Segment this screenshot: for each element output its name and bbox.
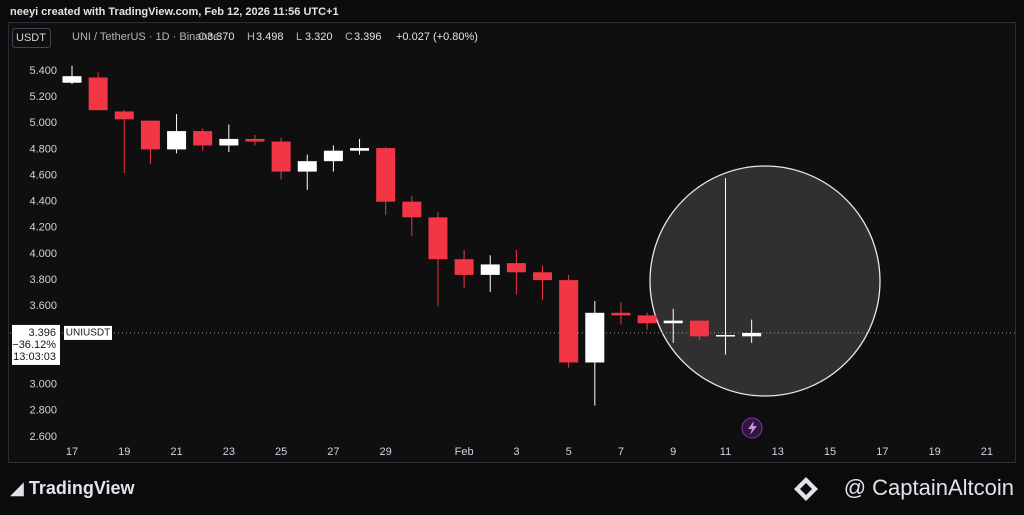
x-tick-label: 21: [170, 446, 182, 458]
candle-body: [271, 141, 291, 172]
price-change: −36.12%: [12, 339, 56, 351]
x-tick-label: 15: [824, 446, 836, 458]
x-tick-label: 7: [618, 446, 624, 458]
y-tick-label: 3.000: [29, 379, 57, 391]
y-tick-label: 5.200: [29, 91, 57, 103]
x-tick-label: 17: [66, 446, 78, 458]
symbol-info: UNI / TetherUS · 1D · Binance: [72, 31, 219, 43]
candle-body: [245, 138, 265, 142]
candle-body: [559, 280, 579, 363]
x-tick-label: 23: [223, 446, 235, 458]
candle-body: [140, 120, 160, 150]
candle-body: [323, 150, 343, 162]
brand-logo[interactable]: ◢ TradingView: [10, 478, 136, 498]
y-tick-label: 2.800: [29, 405, 57, 417]
x-tick-label: 27: [327, 446, 339, 458]
candle-body: [637, 315, 657, 324]
candle-body: [350, 148, 370, 151]
x-tick-label: 21: [981, 446, 993, 458]
y-tick-label: 5.000: [29, 117, 57, 129]
y-tick-label: 4.800: [29, 143, 57, 155]
candle-body: [114, 111, 134, 120]
candle-body: [62, 76, 82, 83]
plot: 2.6002.8003.0003.2003.4003.6003.8004.000…: [10, 65, 1015, 458]
price-label: 3.396: [28, 327, 56, 339]
legend-change: +0.027 (+0.80%): [396, 31, 478, 43]
legend-key: H: [247, 31, 255, 43]
candle-body: [193, 131, 213, 146]
legend-key: C: [345, 31, 353, 43]
x-tick-label: 19: [118, 446, 130, 458]
symbol-tag: UNIUSDT: [66, 328, 110, 339]
candle-body: [219, 138, 239, 146]
event-bolt: [748, 421, 757, 435]
x-tick-label: 25: [275, 446, 287, 458]
watermark-icon: [794, 477, 818, 501]
candle-body: [506, 263, 526, 273]
candle-body: [88, 77, 108, 111]
y-tick-label: 4.000: [29, 248, 57, 260]
x-tick-label: 13: [772, 446, 784, 458]
x-tick-label: 9: [670, 446, 676, 458]
legend-key: L: [296, 31, 302, 43]
candle-body: [428, 217, 448, 260]
currency-button[interactable]: [12, 28, 51, 48]
y-tick-label: 5.400: [29, 65, 57, 77]
candle-body: [376, 148, 396, 202]
legend-value: 3.498: [256, 31, 284, 43]
candle-body: [663, 320, 683, 324]
x-tick-label: 29: [380, 446, 392, 458]
candle-body: [689, 320, 709, 337]
legend-value: 3.370: [207, 31, 235, 43]
chart-frame: [8, 22, 1016, 463]
candle-body: [402, 201, 422, 218]
candle-body: [533, 272, 553, 281]
candle-body: [454, 259, 474, 275]
candle-body: [611, 312, 631, 316]
y-tick-label: 3.800: [29, 274, 57, 286]
brand-mark: ◢: [10, 478, 29, 498]
brand-name: TradingView: [29, 478, 136, 498]
x-tick-label: 5: [566, 446, 572, 458]
x-tick-label: 3: [513, 446, 519, 458]
x-tick-label: 19: [928, 446, 940, 458]
x-tick-label: 11: [720, 446, 731, 458]
ohlc-legend: O 3.370 H 3.498 L 3.320 C 3.396 +0.027 (+0.80%): [198, 31, 478, 43]
y-tick-label: 2.600: [29, 431, 57, 443]
x-tick-label: 17: [876, 446, 888, 458]
legend-value: 3.396: [354, 31, 382, 43]
legend-value: 3.320: [305, 31, 333, 43]
creator-note: neeyi created with TradingView.com, Feb …: [10, 6, 339, 18]
y-tick-label: 4.400: [29, 196, 57, 208]
candle-body: [167, 131, 187, 150]
legend-key: O: [198, 31, 207, 43]
y-tick-label: 4.200: [29, 222, 57, 234]
candle-body: [585, 312, 605, 363]
highlight-circle: [649, 165, 881, 397]
source-watermark: @ CaptainAltcoin: [844, 475, 1014, 500]
candle-body: [297, 161, 317, 172]
y-tick-label: 3.600: [29, 300, 57, 312]
x-tick-label: Feb: [455, 446, 474, 458]
countdown: 13:03:03: [13, 351, 56, 363]
price-box: [12, 324, 60, 365]
symbol-tag-box: [64, 325, 112, 340]
candle-body: [480, 264, 500, 275]
candle-body: [742, 332, 762, 337]
candle-body: [716, 335, 735, 337]
currency-label[interactable]: USDT: [16, 32, 46, 44]
y-tick-label: 4.600: [29, 169, 57, 181]
